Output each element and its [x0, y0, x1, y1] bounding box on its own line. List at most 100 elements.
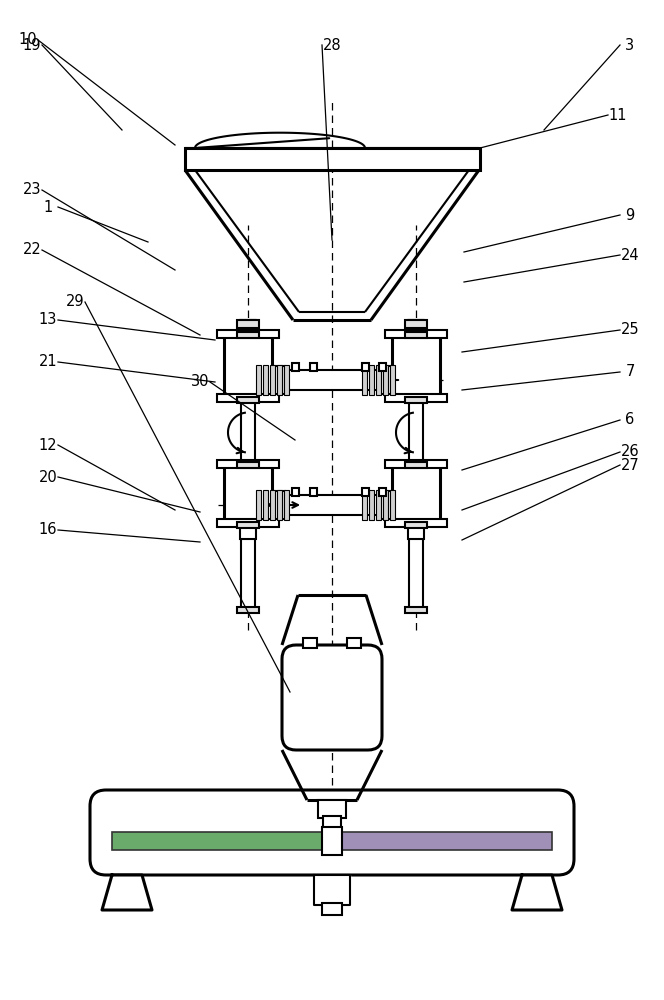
Bar: [284, 490, 289, 520]
Bar: [284, 365, 289, 395]
Bar: [237, 607, 259, 613]
Text: 29: 29: [66, 294, 84, 310]
Bar: [405, 320, 427, 328]
Bar: [362, 363, 369, 371]
Bar: [383, 365, 388, 395]
Bar: [376, 365, 381, 395]
Bar: [217, 330, 279, 338]
Text: 12: 12: [39, 438, 57, 452]
Bar: [322, 827, 342, 855]
Bar: [241, 320, 255, 335]
Bar: [339, 832, 552, 850]
FancyBboxPatch shape: [90, 790, 574, 875]
Bar: [256, 490, 261, 520]
Text: 3: 3: [625, 37, 635, 52]
Bar: [322, 903, 342, 915]
Bar: [379, 491, 392, 519]
Bar: [347, 638, 361, 648]
FancyBboxPatch shape: [282, 645, 382, 750]
Bar: [408, 527, 424, 539]
Bar: [385, 460, 447, 468]
Bar: [217, 460, 279, 468]
Bar: [237, 320, 259, 328]
Bar: [405, 522, 427, 528]
Bar: [241, 400, 255, 465]
Bar: [409, 320, 423, 335]
Text: 25: 25: [621, 322, 639, 338]
Text: 1: 1: [43, 200, 52, 215]
Text: 23: 23: [23, 182, 41, 198]
Bar: [362, 488, 369, 496]
Bar: [385, 519, 447, 527]
Bar: [390, 490, 395, 520]
Bar: [405, 607, 427, 613]
Bar: [240, 320, 256, 330]
Text: 21: 21: [39, 355, 57, 369]
Bar: [241, 525, 255, 610]
Bar: [408, 320, 424, 330]
Bar: [379, 488, 386, 496]
Bar: [240, 527, 256, 539]
Text: 7: 7: [625, 364, 635, 379]
Bar: [392, 335, 440, 400]
Bar: [272, 366, 285, 394]
Bar: [376, 490, 381, 520]
Text: 28: 28: [323, 37, 341, 52]
Bar: [256, 365, 261, 395]
Polygon shape: [102, 875, 152, 910]
Bar: [318, 800, 346, 818]
Text: 20: 20: [39, 470, 57, 485]
Bar: [217, 394, 279, 402]
Bar: [392, 465, 440, 525]
Bar: [277, 365, 282, 395]
Bar: [405, 397, 427, 403]
Text: 19: 19: [23, 37, 41, 52]
Bar: [277, 490, 282, 520]
Bar: [224, 335, 272, 400]
Text: 10: 10: [19, 32, 37, 47]
Bar: [405, 332, 427, 338]
Bar: [292, 488, 299, 496]
Text: 26: 26: [621, 444, 639, 460]
Text: 22: 22: [23, 242, 41, 257]
Text: 24: 24: [621, 247, 639, 262]
Bar: [409, 400, 423, 465]
Bar: [237, 462, 259, 468]
Text: 27: 27: [621, 458, 639, 473]
Bar: [237, 522, 259, 528]
Bar: [385, 394, 447, 402]
Bar: [270, 365, 275, 395]
Bar: [390, 365, 395, 395]
Bar: [310, 363, 317, 371]
Bar: [379, 366, 392, 394]
Polygon shape: [512, 875, 562, 910]
Bar: [362, 365, 367, 395]
Bar: [237, 332, 259, 338]
Bar: [383, 490, 388, 520]
Bar: [323, 816, 341, 828]
Bar: [310, 488, 317, 496]
Bar: [409, 525, 423, 610]
Bar: [369, 365, 374, 395]
Bar: [217, 519, 279, 527]
Bar: [303, 638, 317, 648]
Bar: [272, 491, 285, 519]
Bar: [292, 363, 299, 371]
Bar: [379, 363, 386, 371]
Text: 16: 16: [39, 522, 57, 538]
Text: 13: 13: [39, 312, 57, 328]
Polygon shape: [314, 875, 350, 905]
Bar: [185, 148, 480, 170]
Bar: [280, 370, 384, 390]
Bar: [405, 462, 427, 468]
Bar: [385, 330, 447, 338]
Bar: [280, 495, 384, 515]
Bar: [263, 365, 268, 395]
Bar: [369, 490, 374, 520]
Bar: [270, 490, 275, 520]
Text: 11: 11: [609, 107, 627, 122]
Bar: [263, 490, 268, 520]
Text: 6: 6: [625, 412, 635, 428]
Bar: [362, 490, 367, 520]
Text: 9: 9: [625, 208, 635, 223]
